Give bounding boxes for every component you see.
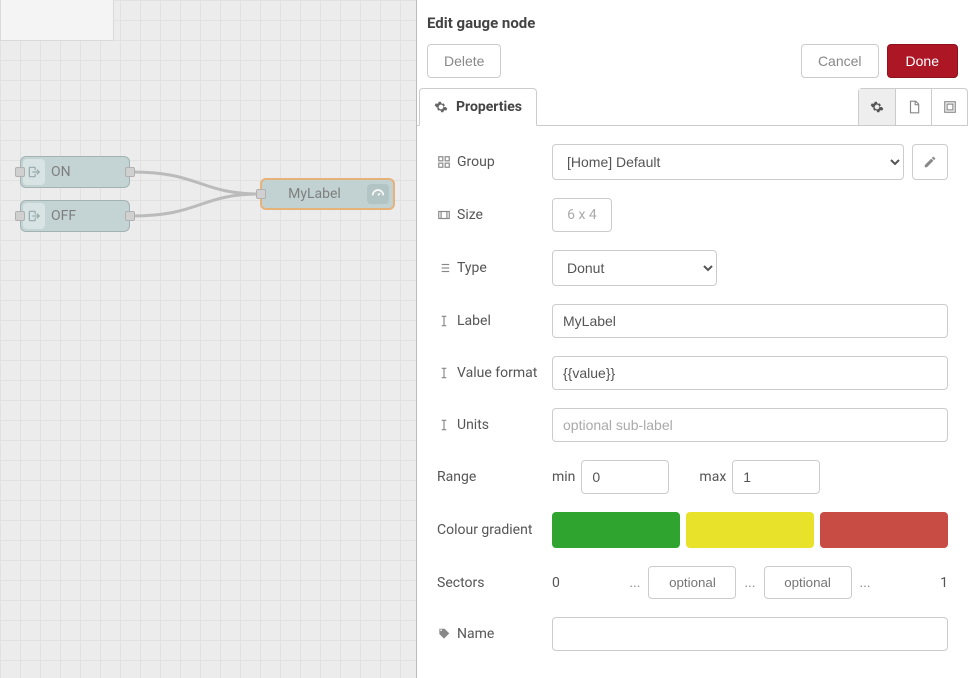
field-label: Colour gradient <box>437 522 532 538</box>
node-label: MyLabel <box>288 186 341 202</box>
inject-node-on[interactable]: ON <box>20 156 130 188</box>
tag-icon <box>437 627 451 641</box>
gear-icon <box>870 100 884 114</box>
name-input[interactable] <box>552 617 948 651</box>
node-port-left[interactable] <box>15 167 25 177</box>
size-icon <box>437 208 451 222</box>
sector-input-1[interactable] <box>648 566 736 599</box>
text-cursor-icon <box>437 366 451 380</box>
appearance-icon <box>943 100 957 114</box>
sectors-start: 0 <box>552 575 560 591</box>
colour-swatch-3[interactable] <box>820 512 948 548</box>
text-cursor-icon <box>437 314 451 328</box>
delete-button[interactable]: Delete <box>427 44 501 78</box>
edit-panel: Edit gauge node Delete Cancel Done Prope… <box>416 0 968 678</box>
range-max-input[interactable] <box>732 460 820 494</box>
value-format-input[interactable] <box>552 356 948 390</box>
node-port-right[interactable] <box>125 211 135 221</box>
cancel-button[interactable]: Cancel <box>801 44 879 78</box>
field-label: Value format <box>457 365 537 381</box>
text-cursor-icon <box>437 418 451 432</box>
group-select[interactable]: [Home] Default <box>552 144 904 180</box>
inject-node-off[interactable]: OFF <box>20 200 130 232</box>
field-label: Size <box>457 207 483 223</box>
sectors-end: 1 <box>940 575 948 591</box>
inject-icon <box>23 159 45 185</box>
colour-swatch-2[interactable] <box>686 512 814 548</box>
field-label: Group <box>457 154 495 170</box>
field-label: Sectors <box>437 575 484 591</box>
field-label: Range <box>437 469 476 485</box>
document-icon <box>907 100 921 114</box>
tab-label: Properties <box>456 99 522 115</box>
units-input[interactable] <box>552 408 948 442</box>
size-button[interactable]: 6 x 4 <box>552 198 612 232</box>
node-port-right[interactable] <box>125 167 135 177</box>
dots: ... <box>860 575 871 591</box>
done-button[interactable]: Done <box>887 44 958 78</box>
type-select[interactable]: Donut <box>552 250 717 286</box>
node-label: ON <box>51 164 71 180</box>
range-min-label: min <box>552 469 575 485</box>
tab-properties[interactable]: Properties <box>419 88 537 126</box>
node-port-left[interactable] <box>256 189 266 199</box>
dots: ... <box>629 575 640 591</box>
list-icon <box>437 261 451 275</box>
dots: ... <box>744 575 755 591</box>
node-port-left[interactable] <box>15 211 25 221</box>
tab-icon-appearance[interactable] <box>931 89 967 125</box>
range-min-input[interactable] <box>581 460 669 494</box>
gear-icon <box>434 100 448 114</box>
tab-icon-settings[interactable] <box>859 89 895 125</box>
gauge-icon <box>367 184 389 204</box>
panel-title: Edit gauge node <box>427 14 958 32</box>
field-label: Label <box>457 313 491 329</box>
sector-input-2[interactable] <box>764 566 852 599</box>
field-label: Type <box>457 260 487 276</box>
wire-svg <box>0 0 420 300</box>
gauge-node[interactable]: MyLabel <box>260 178 395 210</box>
colour-swatch-1[interactable] <box>552 512 680 548</box>
field-label: Units <box>457 417 489 433</box>
label-input[interactable] <box>552 304 948 338</box>
range-max-label: max <box>699 469 726 485</box>
node-label: OFF <box>51 208 76 224</box>
pencil-icon <box>923 155 937 169</box>
grid-icon <box>437 155 451 169</box>
tab-icon-doc[interactable] <box>895 89 931 125</box>
edit-group-button[interactable] <box>912 144 948 180</box>
inject-icon <box>23 203 45 229</box>
field-label: Name <box>457 626 494 642</box>
